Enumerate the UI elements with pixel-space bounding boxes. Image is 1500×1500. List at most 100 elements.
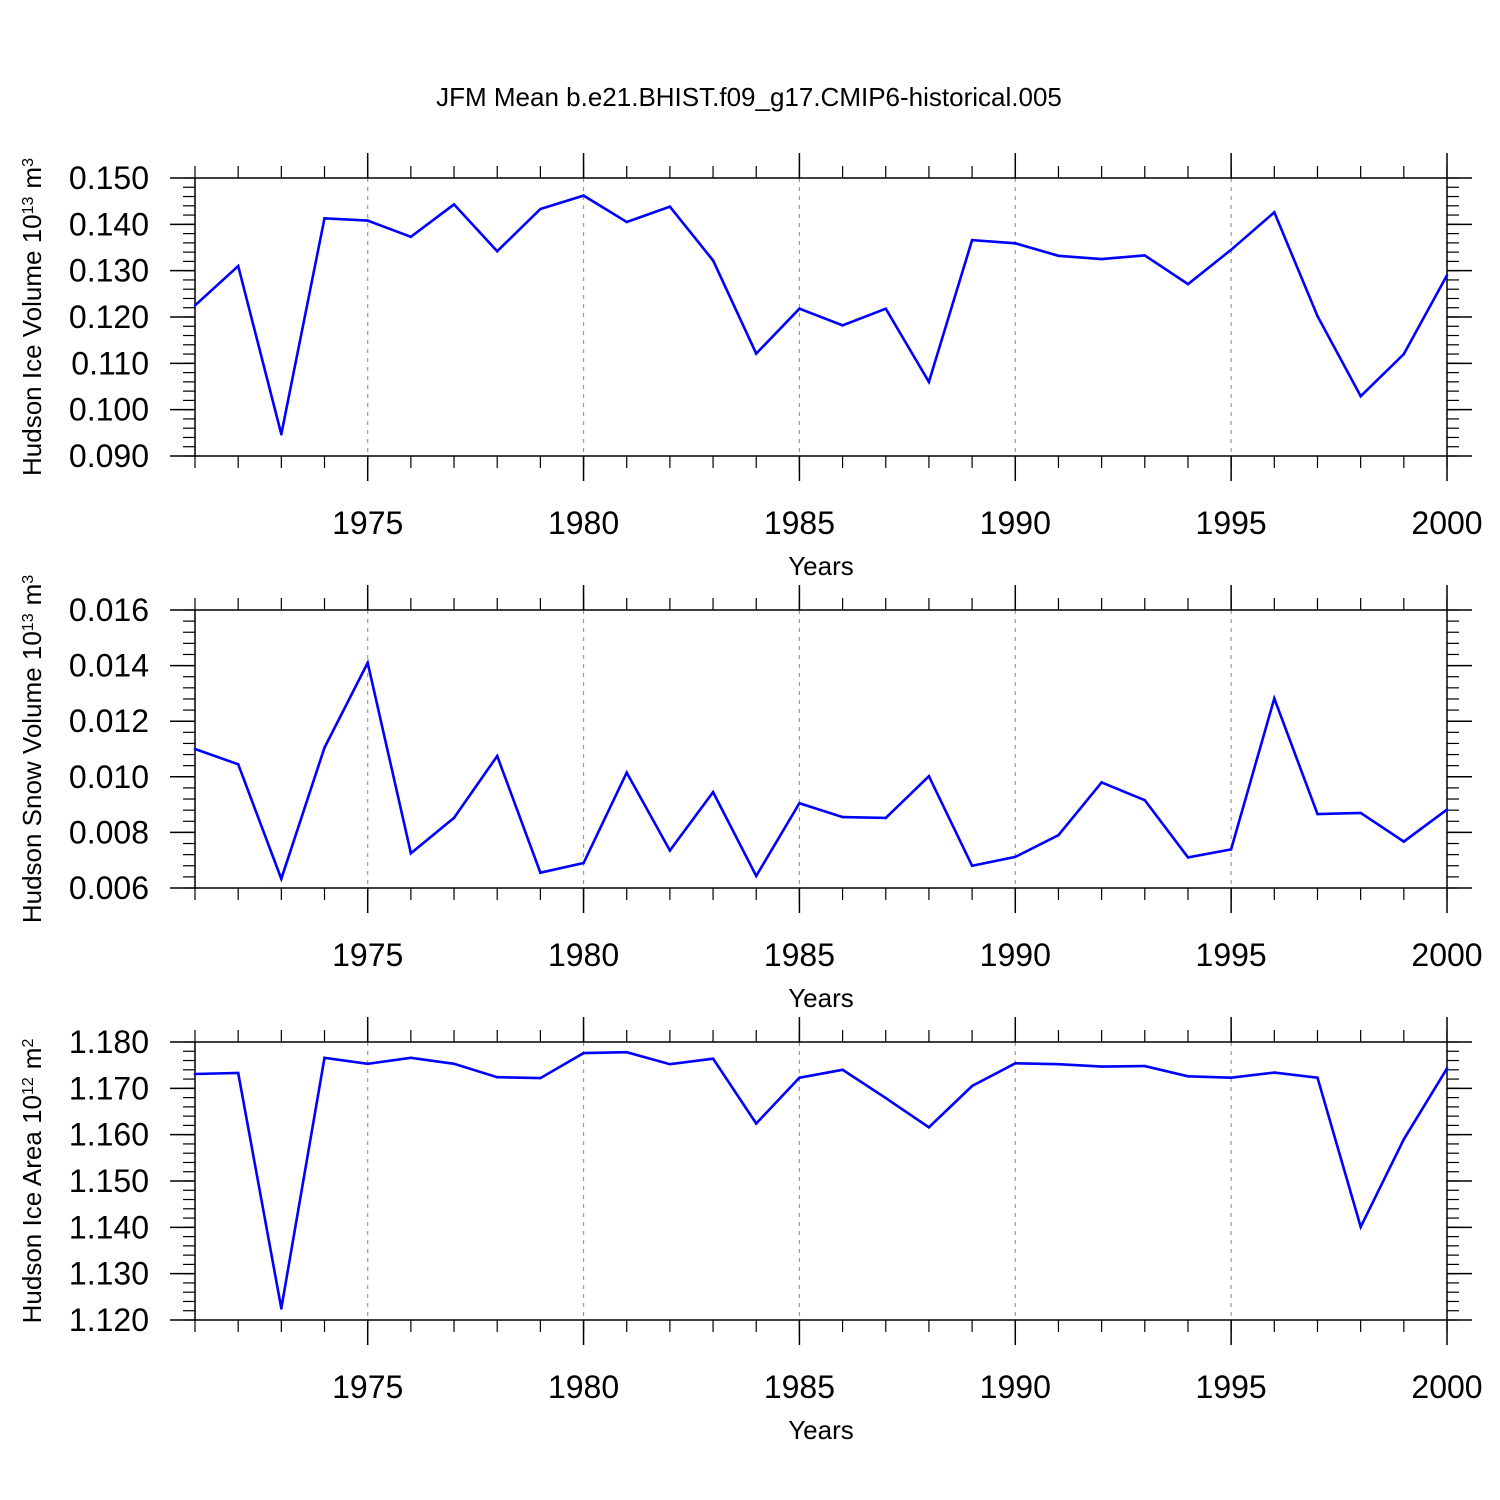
- data-point: [366, 661, 369, 665]
- data-point: [539, 1076, 542, 1080]
- y-axis-label-unit: m: [17, 1048, 47, 1070]
- data-point: [236, 1071, 240, 1075]
- y-tick-label: 0.008: [69, 814, 149, 850]
- y-tick-label: 0.016: [69, 592, 149, 628]
- data-point: [1445, 274, 1449, 277]
- data-point: [1100, 1065, 1103, 1068]
- data-point: [711, 790, 715, 794]
- data-point: [539, 207, 542, 211]
- data-point: [625, 1050, 629, 1054]
- x-axis-label: Years: [788, 551, 854, 581]
- y-axis-label-unit: m: [17, 584, 47, 606]
- x-tick-label: 1990: [980, 937, 1051, 973]
- series-line-snow-volume: [194, 659, 1448, 883]
- x-tick-label: 1980: [548, 937, 619, 973]
- data-point: [1013, 855, 1017, 859]
- data-point: [798, 1076, 801, 1079]
- data-point: [1316, 812, 1319, 816]
- y-tick-label: 1.160: [69, 1117, 149, 1153]
- data-point: [452, 203, 456, 206]
- data-point: [927, 380, 931, 384]
- data-point: [1273, 1071, 1276, 1074]
- data-point: [668, 1062, 672, 1066]
- y-tick-label: 0.006: [69, 870, 149, 906]
- y-tick-label: 0.012: [69, 703, 149, 739]
- y-axis-label-exponent: 13: [20, 613, 37, 631]
- data-point: [1359, 811, 1362, 815]
- x-tick-label: 1995: [1196, 1369, 1267, 1405]
- data-point: [927, 1125, 931, 1129]
- data-point: [927, 774, 931, 778]
- y-tick-label: 0.140: [69, 206, 149, 242]
- data-point: [841, 324, 844, 327]
- data-point: [280, 1307, 283, 1310]
- data-point: [754, 874, 758, 878]
- data-point: [970, 238, 974, 242]
- data-point: [1445, 1067, 1449, 1070]
- data-point: [1402, 352, 1406, 356]
- data-point: [711, 259, 715, 262]
- data-point: [798, 307, 801, 310]
- y-axis-label-unit-exponent: 3: [20, 158, 37, 167]
- data-point: [1273, 210, 1276, 214]
- x-tick-label: 1995: [1196, 937, 1267, 973]
- data-point: [1359, 394, 1362, 398]
- data-point: [495, 754, 499, 758]
- panels: 1975 1980 1985 1990 1995 2000 0.090 0.100 0.110 0…: [17, 153, 1483, 1445]
- y-tick-label: 0.130: [69, 253, 149, 289]
- panel-ice-area: 1975 1980 1985 1990 1995 2000 1.120 1.130 1.140 1…: [17, 1017, 1483, 1445]
- data-point: [193, 747, 197, 751]
- data-point: [452, 1062, 456, 1066]
- data-point: [1229, 848, 1233, 851]
- data-point: [1402, 1138, 1406, 1141]
- data-point: [1273, 697, 1276, 700]
- data-point: [409, 235, 413, 239]
- x-tick-label: 1975: [332, 937, 403, 973]
- y-axis-label-unit-exponent: 2: [20, 1039, 37, 1048]
- x-tick-label: 1985: [764, 1369, 835, 1405]
- y-axis-label-unit-exponent: 3: [20, 575, 37, 584]
- y-axis-label-exponent: 12: [20, 1077, 37, 1095]
- data-point: [1316, 1076, 1319, 1079]
- x-tick-label: 1985: [764, 937, 835, 973]
- data-point: [798, 801, 801, 805]
- data-point: [236, 762, 240, 766]
- data-point: [884, 1096, 888, 1100]
- x-tick-label: 1990: [980, 505, 1051, 541]
- y-tick-label: 0.010: [69, 759, 149, 795]
- x-tick-label: 2000: [1411, 1369, 1482, 1405]
- data-point: [495, 1075, 499, 1079]
- data-point: [495, 249, 499, 253]
- data-point: [323, 746, 326, 749]
- figure-title: JFM Mean b.e21.BHIST.f09_g17.CMIP6-histo…: [436, 82, 1062, 112]
- data-point: [754, 1122, 758, 1125]
- data-point: [452, 816, 456, 820]
- data-point: [323, 217, 326, 220]
- data-point: [841, 815, 844, 819]
- y-axis-label: Hudson Ice Volume 1013 m3: [17, 158, 47, 476]
- data-point: [1316, 314, 1319, 318]
- data-point: [1229, 248, 1233, 252]
- data-point: [1013, 1062, 1017, 1065]
- data-point: [1229, 1076, 1233, 1079]
- y-tick-label: 1.170: [69, 1070, 149, 1106]
- x-tick-label: 1975: [332, 505, 403, 541]
- x-tick-label: 2000: [1411, 505, 1482, 541]
- data-point: [1402, 840, 1406, 843]
- data-point: [280, 432, 283, 436]
- x-tick-label: 1980: [548, 1369, 619, 1405]
- data-point: [1186, 282, 1190, 286]
- y-tick-label: 0.120: [69, 299, 149, 335]
- data-point: [625, 771, 629, 774]
- data-point: [280, 877, 283, 881]
- data-point: [884, 307, 888, 310]
- x-axis-label: Years: [788, 983, 854, 1013]
- data-point: [582, 861, 585, 865]
- data-point: [711, 1057, 715, 1060]
- data-point: [409, 1056, 413, 1060]
- data-point: [1100, 257, 1103, 261]
- data-point: [1186, 1074, 1190, 1078]
- x-tick-label: 1985: [764, 505, 835, 541]
- x-axis-label: Years: [788, 1415, 854, 1445]
- data-point: [366, 219, 369, 222]
